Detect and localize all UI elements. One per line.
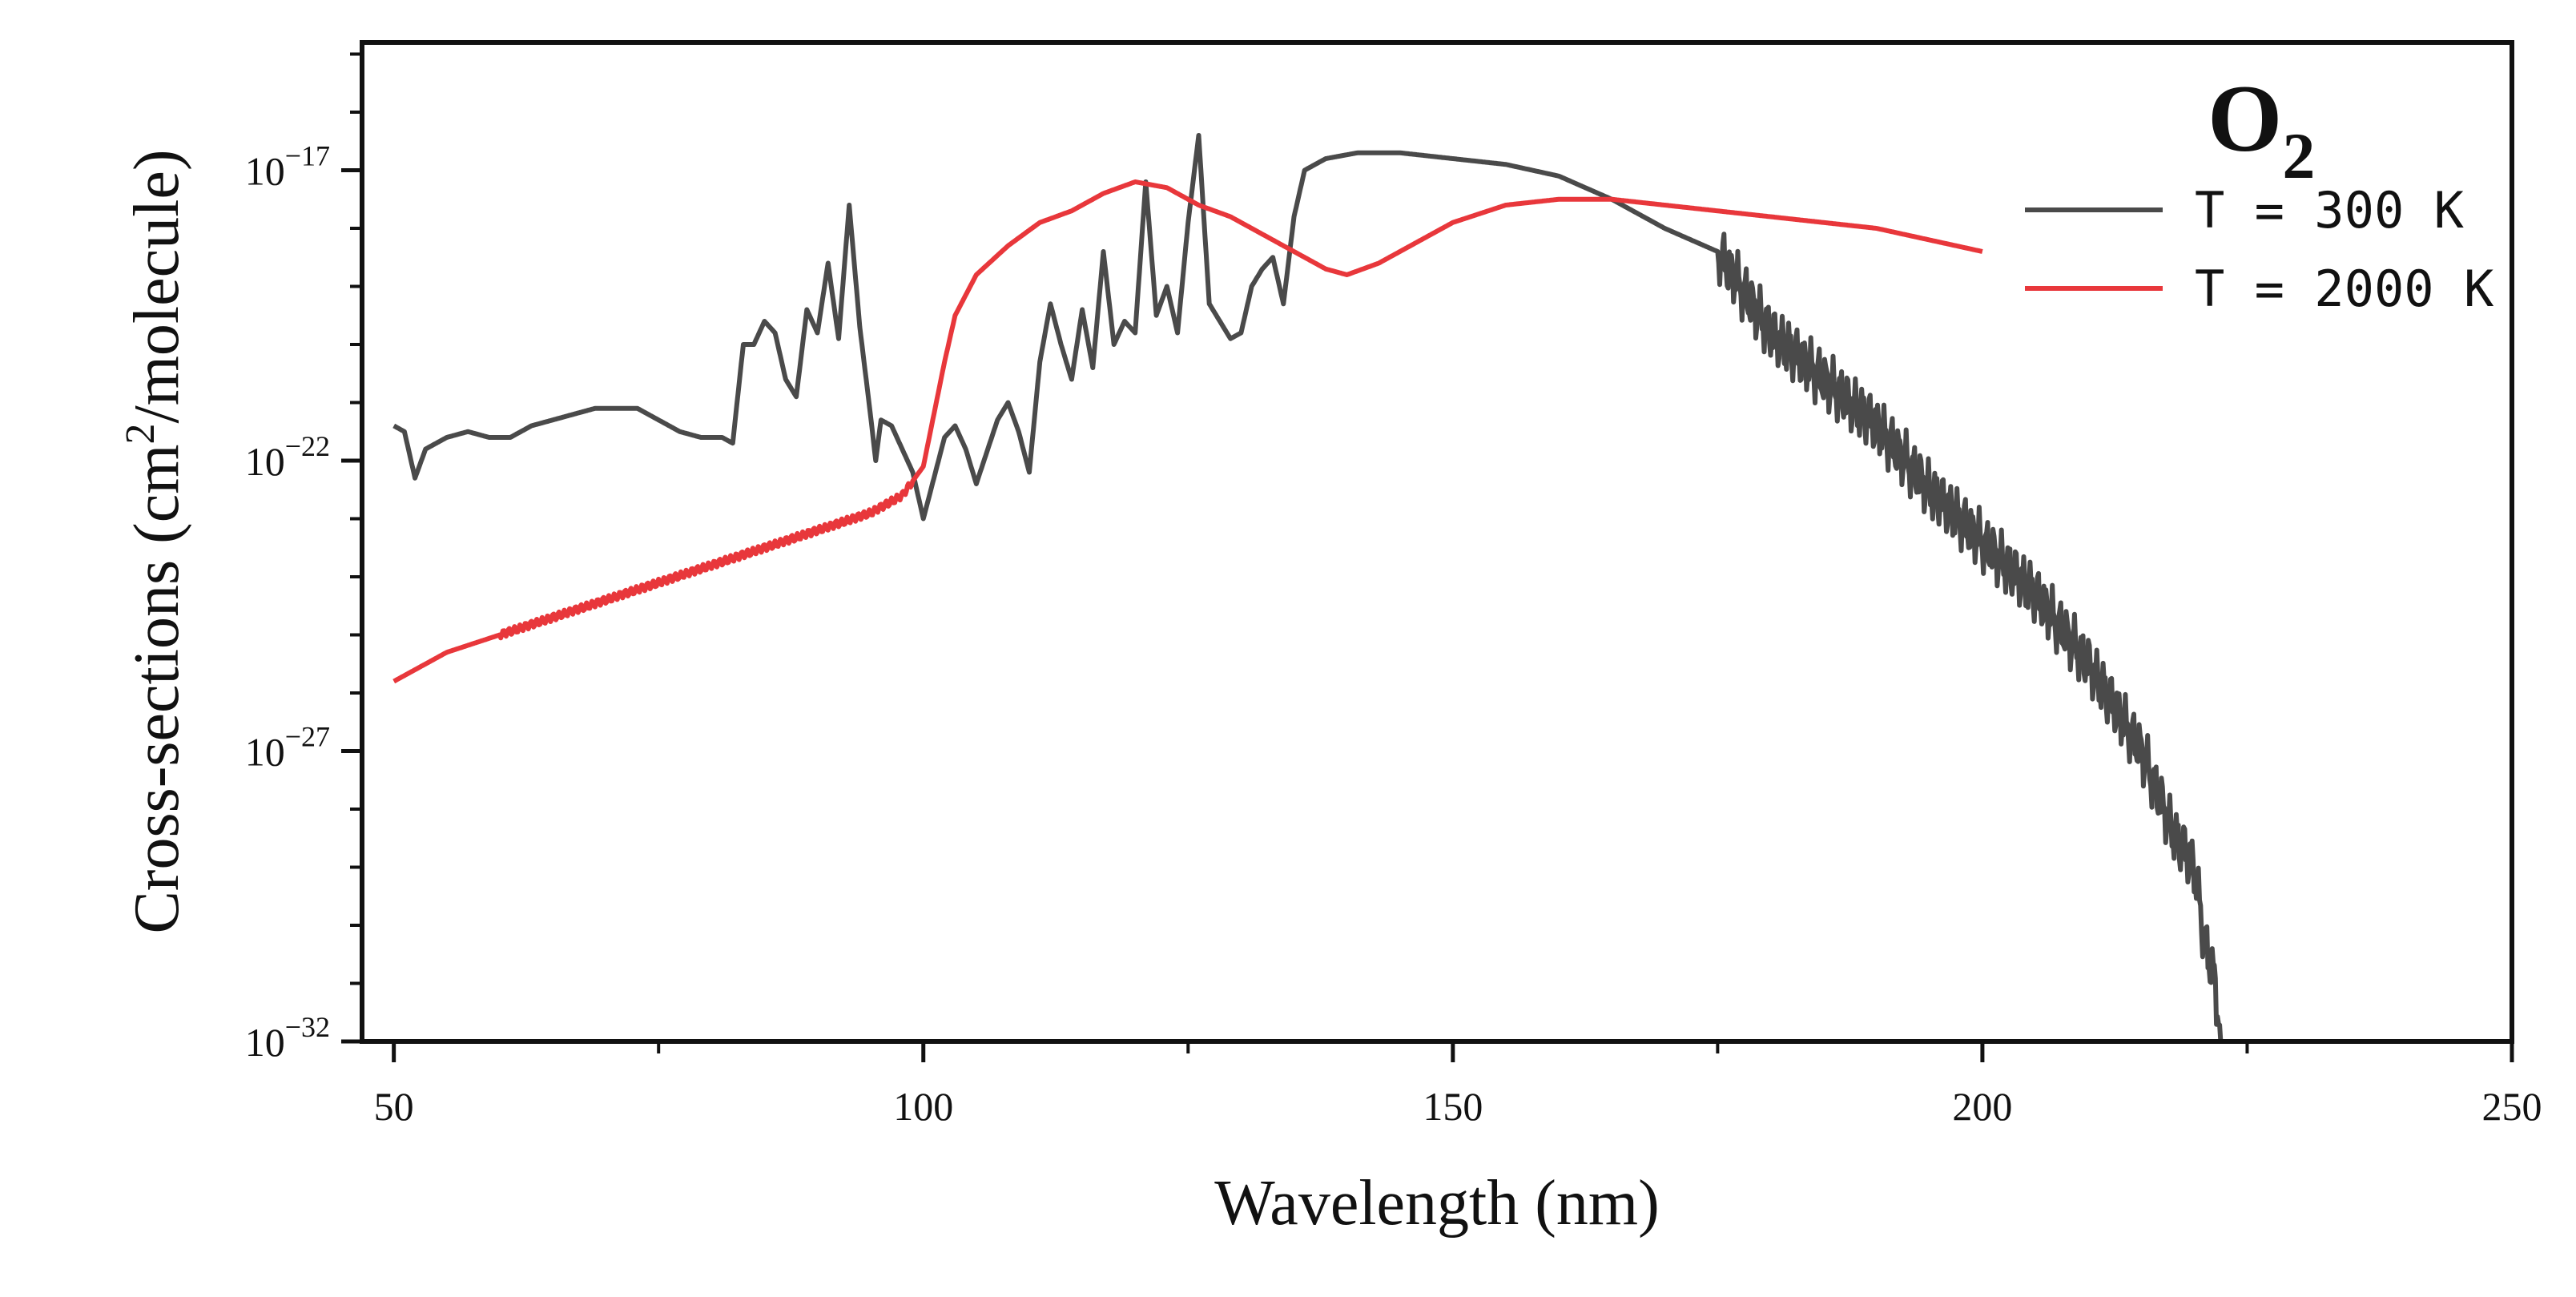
- y-tick-label: 10−22: [245, 430, 330, 484]
- molecule-label-sub: 2: [2282, 119, 2315, 192]
- legend-label-300k: T = 300 K: [2195, 181, 2465, 240]
- series-layer: [392, 133, 2224, 1039]
- x-tick-label: 200: [1952, 1084, 2012, 1129]
- x-tick-label: 150: [1423, 1084, 1483, 1129]
- legend: T = 300 K T = 2000 K: [2025, 181, 2494, 318]
- y-axis-title-post: /molecule): [122, 149, 192, 423]
- y-axis-title-pre: Cross-sections (cm: [122, 445, 192, 934]
- x-tick-label: 250: [2482, 1084, 2542, 1129]
- y-axis-title: Cross-sections (cm2/molecule): [118, 149, 192, 933]
- x-axis-title: Wavelength (nm): [1214, 1168, 1660, 1239]
- y-axis-title-sup: 2: [118, 424, 163, 445]
- legend-label-2000k: T = 2000 K: [2195, 260, 2494, 318]
- series-line-2000k: [392, 179, 1984, 684]
- molecule-label-main: O: [2208, 65, 2282, 171]
- plot-frame: [360, 40, 2514, 1044]
- x-tick-label: 50: [374, 1084, 414, 1129]
- y-tick-label: 10−32: [245, 1011, 330, 1065]
- molecule-label: O2: [2208, 65, 2315, 192]
- series-line-300k: [392, 133, 2224, 1039]
- ticks-layer: [341, 52, 2514, 1062]
- tick-labels-layer: 50 100 150 200 250 10−32 10−27 10−22 10−17: [245, 140, 2542, 1130]
- x-tick-label: 100: [893, 1084, 953, 1129]
- y-tick-label: 10−17: [245, 140, 330, 194]
- y-tick-label: 10−27: [245, 721, 330, 775]
